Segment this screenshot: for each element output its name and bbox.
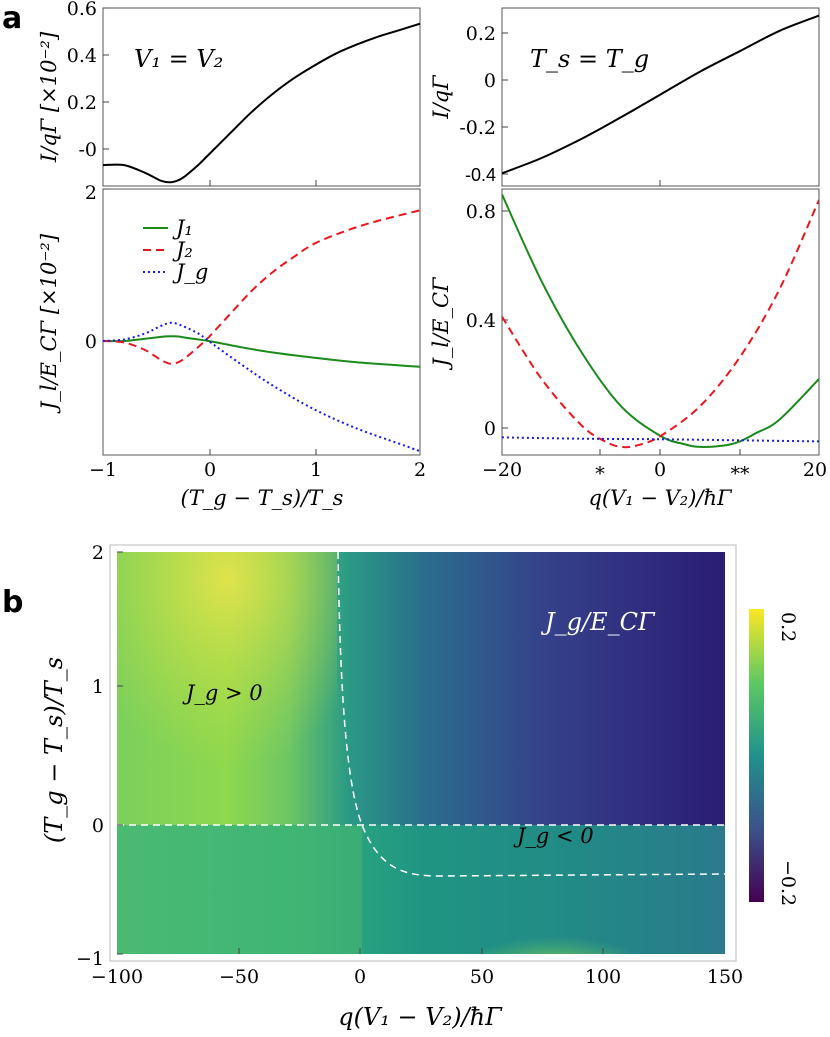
series-a4-j2 [502,199,819,449]
chart-a4-ytick-1: 0.4 [466,310,496,332]
chart-b-xtick-3: 50 [470,966,494,988]
chart-a4-ylabel: J_l/E_CΓ [429,276,453,371]
series-a3-jg [103,321,420,453]
chart-a2-annotation: T_s = T_g [530,45,649,73]
chart-b-annotation-negative: J_g < 0 [513,824,594,848]
chart-b-xtick-5: 150 [707,966,743,988]
chart-a1-ytick-0: -0 [78,139,97,161]
chart-b-ytick-0: −1 [76,948,104,970]
chart-a4-ticks [502,210,741,455]
chart-a4-xtick-2: 0 [654,459,666,481]
chart-a3-legend: J₁ J₂ J_g [143,216,208,284]
heatmap-lower-left-tint [117,825,362,954]
colorbar-label-min: −0.2 [777,860,799,906]
legend-label-j2: J₂ [172,238,193,262]
chart-b-ytick-3: 2 [92,542,104,564]
panel-label-b: b [2,585,23,620]
chart-a3-xtick-1: 0 [204,459,216,481]
chart-b-xlabel: q(V₁ − V₂)/ħΓ [338,1003,503,1031]
chart-a1-ylabel: I/qΓ [×10⁻²] [37,31,61,163]
chart-a1-frame [102,7,421,187]
chart-a2-ytick-2: 0 [484,70,496,92]
series-a2-i [502,14,819,175]
colorbar: 0.2 −0.2 [749,609,799,906]
chart-b-ytick-2: 1 [92,676,104,698]
chart-a3-xtick-0: −1 [89,459,117,481]
legend-label-jg: J_g [172,260,208,284]
chart-a1-ytick-2: 0.4 [67,45,97,67]
series-a1-i [103,22,420,184]
series-a3-j2 [103,209,420,365]
chart-a3-frame [102,188,421,456]
chart-b-xtick-0: −100 [91,966,143,988]
chart-a1-ytick-1: 0.2 [67,92,97,114]
chart-a3: 0 2 −1 0 1 2 (T_g − T_s)/T_s J_l/E_CΓ [×… [37,182,426,510]
chart-a1-ytick-3: 0.6 [67,0,97,20]
chart-a3-ticks [103,188,317,455]
heatmap-field [117,552,725,954]
chart-a2: -0.4 -0.2 0 0.2 T_s = T_g I/qΓ [429,7,820,187]
chart-a4-ytick-0: 0 [484,418,496,440]
chart-a4-ytick-2: 0.8 [466,201,496,223]
chart-b-xtick-2: 0 [354,966,366,988]
chart-a2-ytick-0: -0.4 [465,165,496,185]
chart-a3-series [103,209,420,453]
colorbar-label-max: 0.2 [777,612,799,642]
legend-label-j1: J₁ [172,216,193,240]
chart-b-xtick-4: 100 [585,966,621,988]
chart-a2-ytick-3: 0.2 [466,23,496,45]
chart-b: 2 1 0 −1 −100 −50 0 50 100 150 q(V₁ − V₂… [40,542,799,1031]
chart-a4-series [502,193,819,449]
chart-a1-yticks [103,7,317,186]
chart-a2-series [502,14,819,175]
chart-a4-xtick-1: * [595,463,605,485]
chart-a2-ticks [502,32,661,186]
chart-a4-xtick-3: ** [731,463,751,485]
heatmap-upper-hotspot [117,552,337,822]
chart-a4: 0 0.4 0.8 −20 * 0 ** 20 q(V₁ − V₂)/ħΓ J_… [429,188,827,510]
chart-b-title: J_g/E_CΓ [540,608,656,636]
chart-a4-xtick-4: 20 [803,459,827,481]
chart-a3-ytick-0: 0 [85,331,97,353]
chart-a3-xlabel: (T_g − T_s)/T_s [181,486,344,510]
heatmap-bottom-hotspot [460,907,650,954]
chart-a3-xtick-2: 1 [310,459,322,481]
chart-a1: -0 0.2 0.4 0.6 V₁ = V₂ I/qΓ [×10⁻²] [37,0,421,187]
chart-a1-series [103,22,420,184]
chart-a4-xlabel: q(V₁ − V₂)/ħΓ [588,486,733,510]
chart-b-annotation-positive: J_g > 0 [182,681,263,705]
chart-a1-annotation: V₁ = V₂ [134,45,223,73]
chart-b-xtick-1: −50 [219,966,259,988]
chart-a4-xtick-0: −20 [482,459,522,481]
chart-a3-ytick-1: 2 [85,182,97,204]
chart-b-ticks [117,551,604,955]
series-a4-j1 [502,193,819,448]
chart-a2-ytick-1: -0.2 [459,117,496,139]
series-a4-jg [502,436,819,443]
series-a3-j1 [103,335,420,368]
chart-a2-ylabel: I/qΓ [429,74,453,120]
chart-a4-frame [501,188,820,456]
colorbar-gradient [749,609,764,902]
chart-a3-xtick-3: 2 [414,459,426,481]
panel-label-a: a [2,1,22,36]
chart-a3-ylabel: J_l/E_CΓ [×10⁻²] [37,233,61,414]
chart-b-ytick-1: 0 [92,815,104,837]
chart-b-outer-frame [109,544,737,962]
chart-b-ylabel: (T_g − T_s)/T_s [40,657,68,843]
